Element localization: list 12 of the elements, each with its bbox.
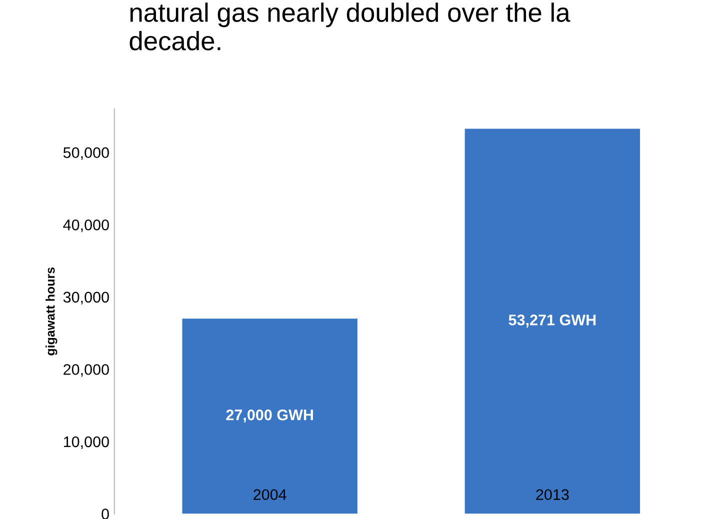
y-axis-title: gigawatt hours [46,267,58,356]
y-tick-label: 20,000 [64,364,109,377]
data-label: 27,000 GWH [226,410,313,423]
y-tick-label: 50,000 [63,147,109,160]
y-tick-label: 30,000 [63,292,109,304]
x-tick-label: 2013 [536,489,569,500]
y-tick-label: 40,000 [63,220,109,232]
y-tick-label: 10,000 [64,436,109,450]
data-label: 53,271 GWH [508,314,596,328]
y-tick-label: 0 [102,508,109,519]
x-tick-label: 2004 [254,489,286,500]
chart-title: natural gas nearly doubled over the la decade. [130,2,570,50]
